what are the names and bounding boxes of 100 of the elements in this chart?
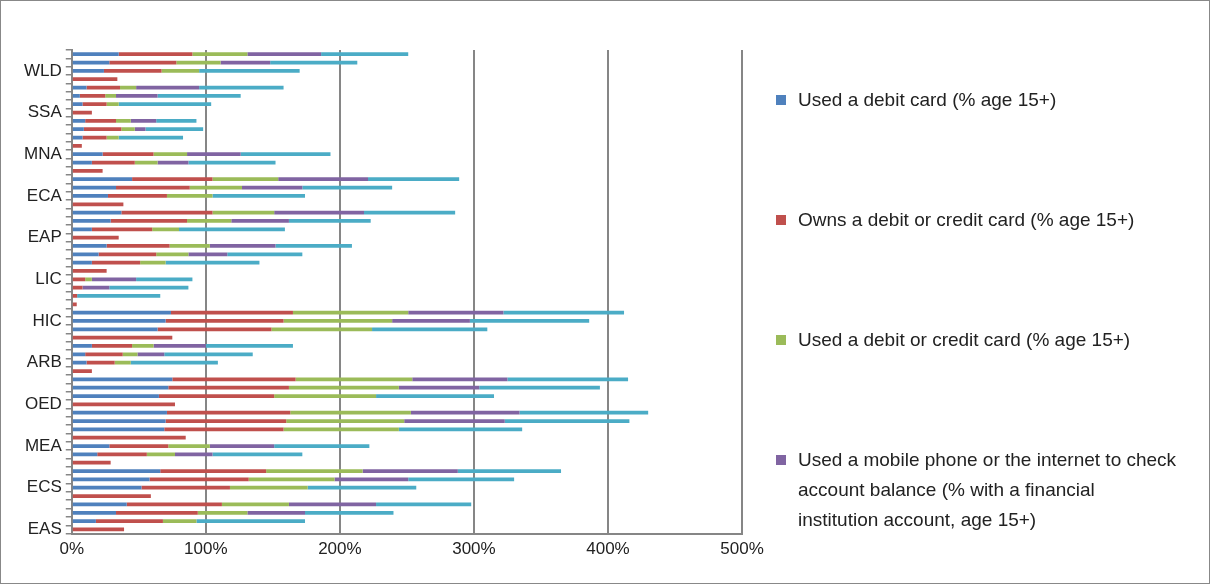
bar (141, 485, 230, 490)
bar (479, 385, 600, 390)
bar (404, 419, 505, 423)
x-tick-label: 500% (720, 539, 764, 559)
bar (85, 119, 117, 123)
bar (274, 394, 377, 398)
y-tick-label: ECA (26, 185, 63, 205)
bar (109, 444, 169, 448)
bar (72, 269, 107, 273)
bar (72, 227, 92, 232)
bar (116, 119, 131, 123)
bar (72, 410, 167, 415)
bar (164, 352, 253, 357)
bar (118, 52, 193, 57)
bar (106, 244, 170, 248)
bar (77, 294, 161, 298)
bar (519, 410, 649, 415)
bar (286, 419, 405, 423)
bar (72, 385, 169, 390)
bar (72, 485, 142, 490)
y-tick-label: OED (24, 394, 62, 414)
bar (157, 93, 241, 98)
bar (114, 360, 131, 365)
bar (368, 177, 460, 182)
bar (72, 369, 92, 373)
bar (98, 252, 157, 257)
bar (72, 152, 103, 157)
bar (156, 252, 189, 257)
legend-label: Used a mobile phone or the internet to check account balance (% with a financial institution account, age 15+) (798, 448, 1178, 532)
bar (247, 52, 322, 57)
bar (410, 410, 520, 415)
bar (72, 219, 111, 223)
bar (168, 385, 289, 390)
bar (188, 252, 228, 257)
bar (158, 394, 275, 398)
bar (209, 244, 276, 248)
bar (85, 352, 123, 357)
bar (136, 277, 193, 282)
bar (229, 485, 308, 490)
bar (72, 77, 118, 82)
bar (116, 93, 158, 98)
x-tick-label: 0% (59, 539, 85, 559)
bar (209, 444, 275, 448)
bar (118, 102, 212, 107)
bar (288, 219, 371, 223)
bar (156, 119, 197, 123)
bar (169, 244, 210, 248)
bar (109, 285, 189, 290)
bar (72, 335, 173, 340)
bar (168, 444, 210, 448)
y-tick-label: WLD (24, 60, 62, 80)
bar (469, 319, 590, 323)
bar (130, 360, 218, 365)
bar (197, 510, 248, 515)
bar (82, 285, 110, 290)
bar (376, 394, 495, 398)
bar (372, 327, 488, 332)
bar (137, 352, 165, 357)
bar (179, 227, 285, 232)
bar (288, 385, 399, 390)
bar (507, 377, 629, 382)
bar (212, 194, 306, 198)
bar (457, 469, 562, 473)
bar (110, 219, 188, 223)
bar (72, 119, 86, 123)
y-tick-label: ARB (26, 352, 62, 372)
bar (107, 194, 167, 198)
bar (227, 252, 303, 257)
bar (275, 244, 352, 248)
bar (72, 444, 110, 448)
bar (192, 52, 248, 57)
bar (266, 469, 363, 473)
bar (72, 177, 133, 182)
bar (271, 327, 373, 332)
bar (72, 102, 83, 107)
bar (134, 127, 146, 132)
bar (122, 352, 138, 357)
bar (85, 277, 92, 282)
bar (166, 410, 291, 415)
bar (321, 52, 409, 57)
bar (160, 469, 267, 473)
bar (72, 244, 107, 248)
bar (130, 119, 157, 123)
bar (91, 344, 133, 348)
bar (72, 469, 161, 473)
legend-label: Used a debit or credit card (% age 15+) (798, 328, 1131, 352)
x-tick-label: 100% (184, 539, 228, 559)
bar (79, 93, 106, 98)
bar (170, 310, 293, 315)
x-tick-label: 200% (318, 539, 362, 559)
bar (278, 177, 369, 182)
bar (274, 444, 370, 448)
bar (72, 435, 186, 440)
bar (72, 360, 87, 365)
bar (161, 68, 200, 73)
bar (72, 394, 159, 398)
bar (72, 510, 117, 515)
bar (172, 377, 296, 382)
bar (503, 310, 625, 315)
bar (165, 319, 284, 323)
